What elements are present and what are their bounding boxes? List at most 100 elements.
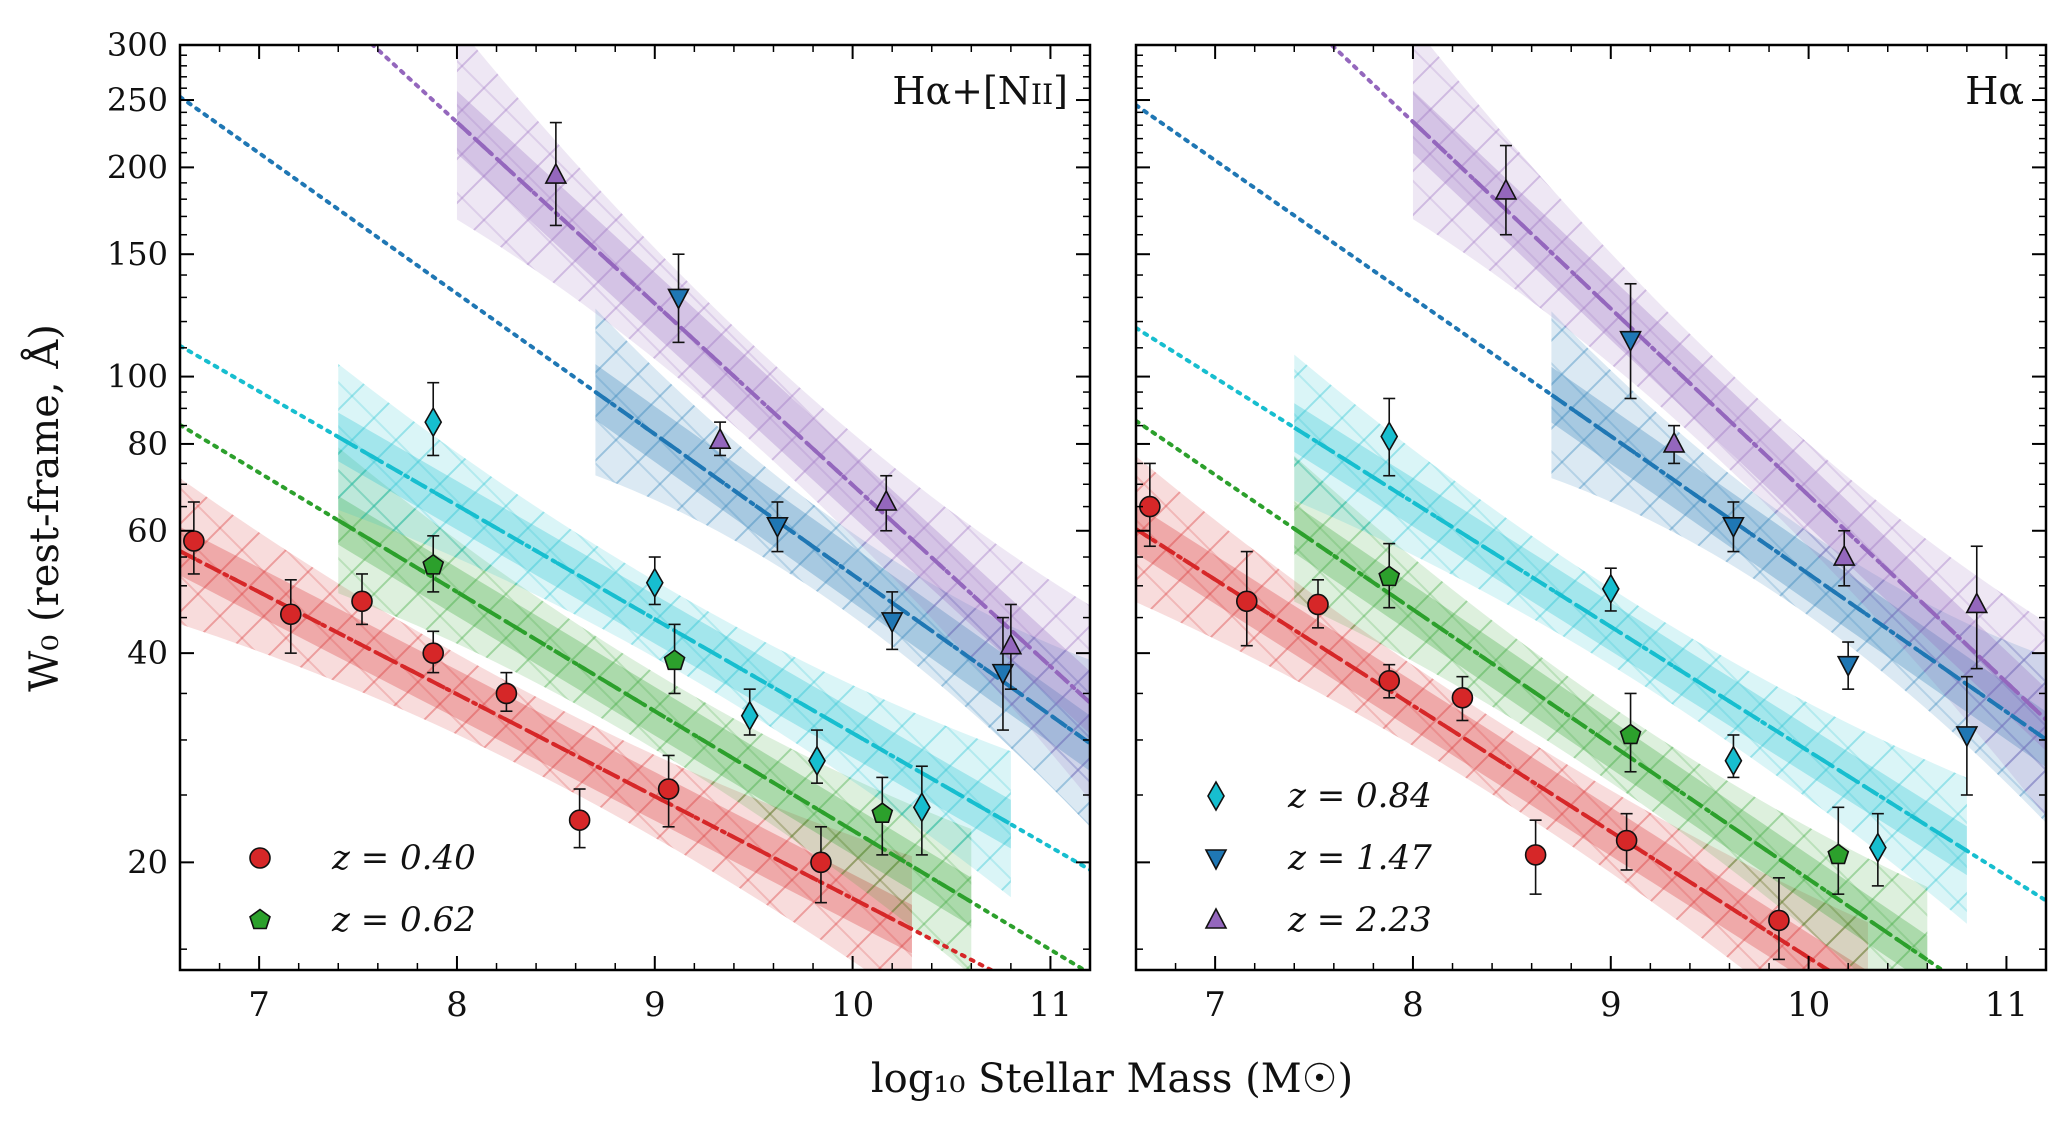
- data-marker: [1601, 573, 1620, 605]
- extrapolation-line: [1136, 325, 2046, 903]
- data-point: [1619, 282, 1642, 400]
- legend-entry: z = 0.40: [249, 838, 476, 878]
- left-axes-frame: [178, 43, 1092, 972]
- data-marker: [766, 516, 789, 539]
- data-point: [808, 729, 826, 784]
- legend-marker: [249, 908, 271, 930]
- fit-line: [337, 518, 973, 904]
- data-point: [422, 630, 445, 674]
- data-point: [810, 825, 832, 904]
- legend-entry: z = 0.62: [249, 900, 476, 940]
- data-marker: [1768, 909, 1790, 932]
- data-marker: [912, 791, 931, 823]
- right-plot-area: [1136, 45, 2046, 970]
- data-point: [1722, 501, 1745, 553]
- fit-line: [180, 549, 913, 931]
- data-marker: [645, 567, 664, 599]
- data-marker: [1307, 593, 1329, 616]
- data-marker: [871, 802, 894, 823]
- legend-entry: z = 0.84: [1207, 776, 1432, 816]
- data-marker: [1451, 686, 1474, 709]
- y-tick-label: 300: [107, 26, 168, 64]
- data-point: [740, 688, 759, 736]
- data-marker: [1955, 726, 1979, 748]
- data-point: [1378, 663, 1401, 699]
- data-marker: [424, 406, 443, 438]
- x-axis-label: log₁₀ Stellar Mass (M☉): [871, 1056, 1353, 1102]
- data-marker: [991, 663, 1015, 686]
- data-point: [1868, 812, 1887, 887]
- data-point: [871, 776, 894, 856]
- data-marker: [422, 642, 445, 664]
- extrapolation-line: [1136, 418, 1946, 970]
- data-point: [645, 556, 664, 606]
- x-tick-label: 11: [1985, 985, 2028, 1025]
- y-tick-label: 40: [127, 634, 168, 672]
- x-tick-label: 9: [644, 985, 666, 1025]
- y-axis-label: W₀ (rest-frame, Å): [21, 324, 68, 692]
- data-marker: [1832, 544, 1856, 566]
- extrapolation-line: [1136, 103, 2046, 742]
- x-tick-label: 10: [831, 985, 874, 1025]
- data-marker: [1524, 844, 1547, 866]
- data-point: [1827, 806, 1850, 895]
- fit-line: [337, 435, 1012, 826]
- data-marker: [1378, 565, 1401, 587]
- data-point: [1494, 144, 1518, 236]
- data-point: [874, 474, 898, 532]
- data-marker: [880, 612, 904, 634]
- data-marker: [422, 553, 445, 575]
- data-marker: [279, 603, 302, 626]
- data-point: [1768, 877, 1790, 961]
- fit-line: [455, 120, 1090, 705]
- confidence-band-hatch: [1136, 456, 1868, 970]
- data-marker: [1615, 829, 1638, 852]
- data-point: [880, 591, 904, 651]
- data-point: [667, 253, 690, 344]
- data-point: [1619, 692, 1642, 773]
- legend-label: z = 0.40: [331, 838, 476, 878]
- legend-marker: [249, 847, 271, 869]
- confidence-band-hatch: [1412, 45, 2046, 817]
- data-marker: [1619, 723, 1642, 745]
- fit-line: [1136, 527, 1832, 970]
- data-point: [424, 381, 443, 457]
- extrapolation-line: [1328, 45, 2046, 722]
- x-tick-label: 11: [1029, 985, 1072, 1025]
- left-plot-area: [180, 45, 1090, 970]
- data-marker: [740, 700, 759, 732]
- data-marker: [1724, 745, 1743, 777]
- x-tick-label: 7: [1204, 985, 1226, 1025]
- data-marker: [1380, 420, 1399, 453]
- data-marker: [544, 162, 568, 184]
- data-point: [657, 754, 680, 828]
- confidence-band-hatch: [1294, 455, 1928, 970]
- legend-label: z = 0.62: [331, 900, 476, 940]
- data-point: [279, 579, 302, 654]
- data-marker: [810, 851, 832, 874]
- data-point: [422, 535, 445, 593]
- data-point: [708, 421, 732, 457]
- data-point: [1451, 675, 1474, 722]
- fit-line: [1411, 120, 2046, 722]
- data-point: [1235, 550, 1258, 647]
- data-point: [544, 121, 568, 227]
- data-point: [1724, 734, 1743, 779]
- right-axes-frame: [1134, 43, 2048, 972]
- data-point: [999, 603, 1023, 690]
- data-marker: [1662, 431, 1686, 453]
- data-point: [1965, 545, 1989, 670]
- right-ticks: 7 8 9 10 11: [1135, 44, 2047, 1025]
- right-panel: 7 8 9 10 11 Hα z = 0.84 z = 1.47 z = 2.23: [1134, 43, 2048, 1025]
- y-tick-label: 200: [107, 148, 168, 186]
- data-marker: [495, 682, 518, 705]
- data-point: [1524, 819, 1547, 895]
- data-point: [1615, 812, 1638, 871]
- data-marker: [1722, 516, 1745, 539]
- data-point: [1380, 397, 1399, 477]
- left-panel-title: Hα+[NII]: [892, 69, 1068, 113]
- x-tick-label: 8: [446, 985, 468, 1025]
- y-tick-label: 20: [127, 843, 168, 881]
